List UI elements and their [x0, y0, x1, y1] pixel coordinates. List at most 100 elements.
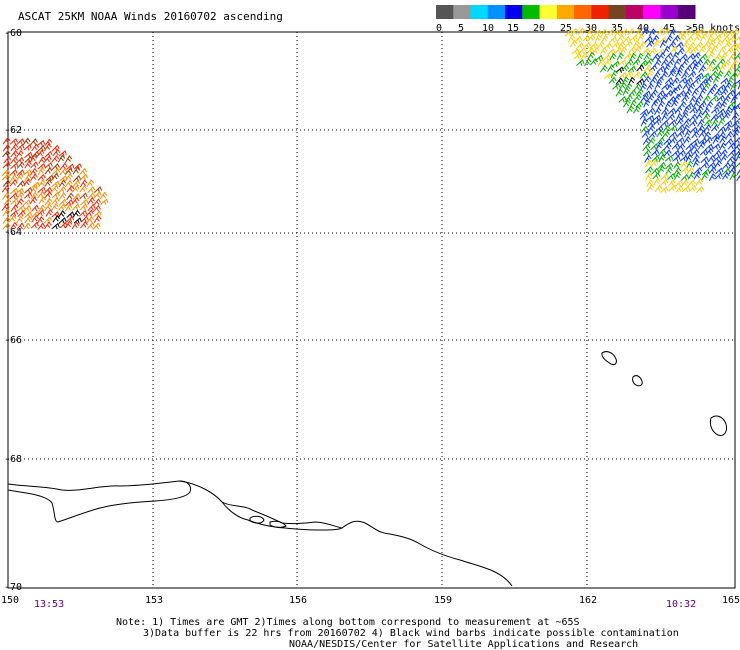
wind-barb	[647, 107, 656, 115]
wind-barb	[624, 94, 633, 103]
legend-swatch	[608, 5, 627, 19]
wind-barb	[57, 210, 66, 218]
wind-barb	[620, 28, 629, 36]
wind-barb	[636, 64, 645, 72]
wind-barb	[43, 143, 52, 152]
wind-barb	[715, 167, 724, 175]
wind-barb	[72, 209, 81, 218]
wind-barb	[649, 64, 658, 72]
legend-label: 45	[663, 23, 675, 34]
wind-barb	[681, 70, 689, 79]
wind-barb	[80, 198, 89, 206]
wind-barb	[719, 135, 727, 144]
wind-barb	[71, 185, 80, 193]
wind-barb	[674, 83, 683, 91]
wind-barb	[621, 76, 630, 85]
wind-barb	[2, 136, 11, 145]
wind-barb	[58, 150, 67, 157]
wind-barb	[685, 154, 693, 163]
wind-barb	[2, 192, 10, 200]
wind-barb	[51, 202, 59, 211]
wind-barb	[639, 59, 648, 67]
lon-label: 165	[722, 595, 740, 606]
wind-barb	[10, 221, 18, 230]
wind-barb	[696, 82, 705, 91]
wind-barb	[573, 52, 582, 60]
wind-barb	[696, 185, 705, 194]
wind-barb	[674, 69, 683, 78]
wind-barb	[2, 161, 11, 169]
wind-barb	[634, 45, 642, 54]
wind-barb	[667, 69, 676, 78]
legend-swatch	[677, 5, 696, 19]
end-time: 10:32	[666, 599, 697, 610]
wind-barb	[723, 40, 732, 49]
wind-barb	[727, 149, 737, 157]
wind-barb	[51, 172, 60, 181]
wind-barb	[623, 99, 631, 108]
wind-barb	[643, 75, 651, 84]
lon-label: 162	[579, 595, 597, 606]
wind-barb	[698, 45, 707, 54]
wind-barb	[717, 84, 726, 91]
legend-label: 5	[458, 23, 464, 34]
wind-barb	[571, 28, 579, 36]
lat-label: -64	[4, 227, 22, 238]
wind-barb	[9, 179, 18, 187]
wind-barb	[71, 196, 80, 205]
wind-barb	[30, 221, 39, 229]
wind-barb	[702, 58, 711, 67]
wind-barb	[697, 124, 705, 133]
wind-barb	[662, 28, 671, 36]
wind-barb	[731, 112, 740, 120]
wind-barb	[624, 40, 633, 48]
wind-barb	[66, 163, 75, 170]
wind-barb	[646, 82, 654, 91]
wind-barb	[687, 82, 696, 91]
wind-barb	[689, 119, 698, 127]
wind-barb	[723, 70, 732, 78]
wind-barb	[59, 168, 68, 176]
wind-barb	[24, 215, 33, 224]
wind-barb	[45, 208, 54, 217]
wind-barb	[613, 29, 622, 38]
wind-barb	[633, 83, 642, 91]
wind-barb	[86, 179, 94, 188]
wind-barb	[16, 198, 24, 206]
wind-barb	[58, 186, 67, 194]
wind-barb	[732, 129, 740, 138]
wind-barb	[612, 83, 621, 90]
wind-barb	[66, 192, 74, 201]
wind-barb	[66, 184, 75, 193]
wind-barb	[648, 131, 657, 139]
wind-barb	[31, 181, 40, 188]
wind-barb	[719, 149, 728, 157]
wind-barb	[575, 42, 585, 50]
wind-barb	[710, 29, 719, 36]
wind-barb	[37, 186, 46, 194]
wind-barb	[675, 185, 684, 193]
wind-barb	[9, 209, 19, 217]
wind-barb	[618, 95, 627, 103]
wind-barb	[73, 217, 82, 224]
wind-barb	[711, 124, 720, 132]
wind-barb	[737, 83, 740, 90]
legend-color-bar	[436, 5, 696, 19]
wind-barb	[58, 191, 67, 200]
wind-barb	[51, 167, 61, 175]
wind-barb	[79, 173, 89, 181]
wind-barb	[691, 63, 699, 72]
wind-barb	[616, 34, 625, 42]
wind-barb	[700, 161, 709, 169]
wind-barb	[93, 186, 103, 194]
wind-barb	[688, 184, 697, 192]
wind-barb	[78, 209, 88, 217]
wind-barb	[10, 149, 19, 158]
wind-barb	[567, 34, 576, 43]
wind-barb	[639, 71, 648, 79]
legend-label: 35	[611, 23, 623, 34]
wind-barb	[656, 136, 665, 145]
wind-barb	[690, 143, 699, 151]
wind-barb	[697, 118, 705, 127]
wind-barb	[681, 185, 691, 193]
